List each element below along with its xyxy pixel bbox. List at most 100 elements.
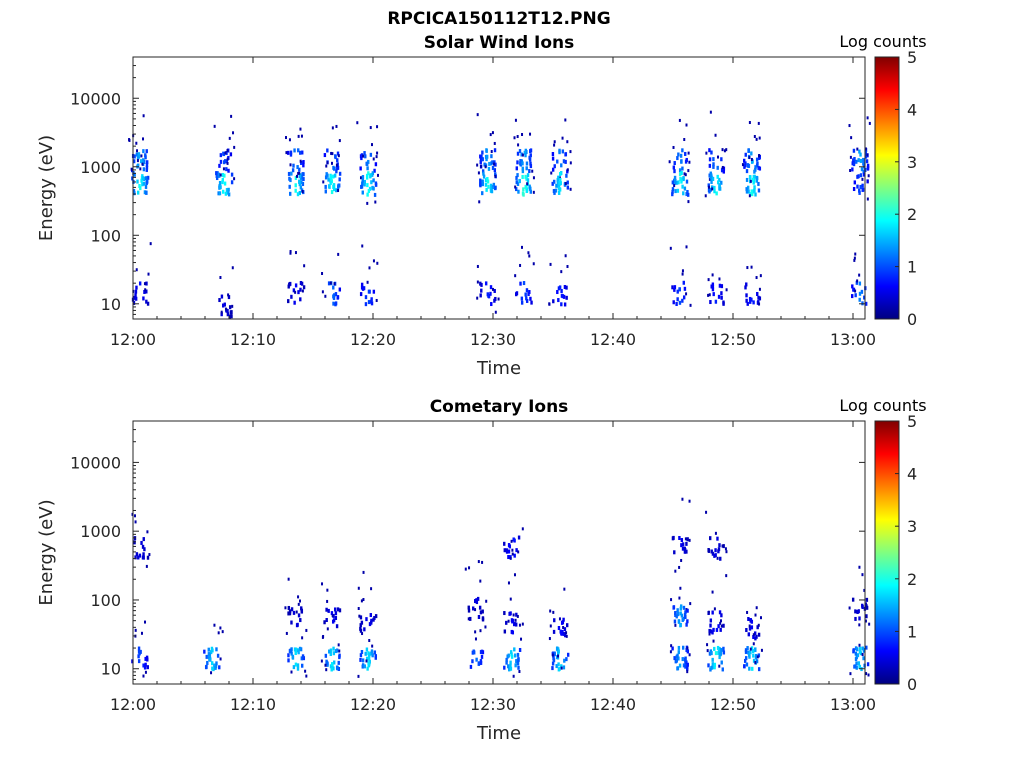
data-pixel	[711, 590, 714, 594]
data-pixel	[750, 189, 753, 194]
data-pixel	[741, 163, 744, 167]
data-pixel	[475, 657, 478, 662]
data-pixel	[526, 178, 530, 183]
data-pixel	[477, 560, 480, 564]
data-pixel	[858, 188, 861, 193]
data-pixel	[718, 183, 721, 188]
data-pixel	[851, 294, 854, 299]
data-pixel	[707, 278, 710, 282]
data-pixel	[725, 550, 728, 554]
data-pixel	[325, 660, 328, 665]
data-pixel	[373, 192, 377, 197]
data-pixel	[531, 169, 534, 173]
data-pixel	[528, 155, 531, 160]
data-pixel	[366, 666, 369, 671]
data-pixel	[487, 293, 490, 298]
data-pixel	[515, 175, 518, 180]
data-pixel	[485, 187, 488, 192]
data-pixel	[226, 312, 230, 317]
data-pixel	[289, 250, 292, 254]
data-pixel	[676, 297, 679, 302]
data-pixel	[718, 610, 722, 615]
data-pixel	[142, 296, 145, 301]
data-pixel	[716, 556, 719, 560]
data-pixel	[714, 548, 717, 553]
data-pixel	[524, 184, 527, 189]
data-pixel	[711, 282, 715, 287]
data-pixel	[144, 656, 147, 661]
data-pixel	[491, 160, 494, 165]
data-pixel	[720, 180, 723, 185]
data-pixel	[368, 639, 371, 643]
data-pixel	[673, 656, 676, 661]
spectrogram-pixels	[131, 497, 871, 678]
data-pixel	[292, 665, 296, 670]
data-pixel	[480, 282, 483, 287]
data-pixel	[329, 175, 333, 180]
data-pixel	[689, 602, 692, 606]
data-pixel	[513, 653, 517, 658]
data-pixel	[370, 172, 374, 177]
data-pixel	[867, 673, 870, 677]
data-pixel	[479, 610, 483, 615]
data-pixel	[368, 622, 372, 627]
data-pixel	[563, 632, 566, 637]
data-pixel	[372, 259, 375, 263]
data-pixel	[298, 174, 301, 179]
data-pixel	[554, 188, 558, 193]
data-pixel	[752, 633, 755, 637]
data-pixel	[850, 136, 853, 140]
data-pixel	[366, 192, 369, 197]
data-pixel	[865, 605, 869, 610]
data-pixel	[285, 631, 288, 635]
data-pixel	[511, 548, 514, 552]
colorbar-tick-label: 1	[907, 258, 917, 277]
data-pixel	[709, 187, 712, 192]
data-pixel	[324, 294, 327, 298]
data-pixel	[142, 552, 145, 557]
data-pixel	[232, 131, 235, 135]
data-pixel	[520, 152, 523, 157]
data-pixel	[301, 181, 305, 186]
data-pixel	[219, 626, 222, 630]
data-pixel	[718, 186, 722, 191]
data-pixel	[560, 163, 563, 168]
data-pixel	[683, 172, 686, 176]
data-pixel	[133, 514, 136, 518]
data-pixel	[364, 651, 367, 656]
data-pixel	[369, 152, 373, 157]
data-pixel	[558, 186, 561, 191]
data-pixel	[503, 629, 507, 634]
data-pixel	[288, 184, 291, 189]
data-pixel	[494, 174, 497, 178]
data-pixel	[492, 162, 495, 166]
data-pixel	[550, 171, 553, 175]
data-pixel	[144, 184, 148, 189]
data-pixel	[758, 136, 761, 140]
data-pixel	[862, 157, 865, 162]
data-pixel	[866, 116, 869, 120]
data-pixel	[517, 143, 520, 147]
data-pixel	[854, 664, 857, 669]
data-pixel	[294, 183, 297, 188]
data-pixel	[329, 648, 333, 653]
data-pixel	[515, 612, 518, 617]
data-pixel	[227, 192, 231, 197]
data-pixel	[708, 293, 711, 297]
data-pixel	[556, 290, 559, 295]
data-pixel	[300, 175, 304, 180]
data-pixel	[233, 177, 236, 181]
data-pixel	[564, 159, 567, 164]
data-pixel	[675, 302, 678, 307]
data-pixel	[717, 294, 721, 299]
data-pixel	[566, 652, 570, 657]
data-pixel	[686, 646, 689, 650]
data-pixel	[551, 167, 555, 172]
data-pixel	[722, 646, 725, 651]
data-pixel	[707, 293, 710, 297]
data-pixel	[757, 188, 761, 193]
data-pixel	[223, 173, 226, 178]
data-pixel	[227, 168, 230, 173]
data-pixel	[479, 650, 483, 655]
data-pixel	[852, 148, 856, 153]
